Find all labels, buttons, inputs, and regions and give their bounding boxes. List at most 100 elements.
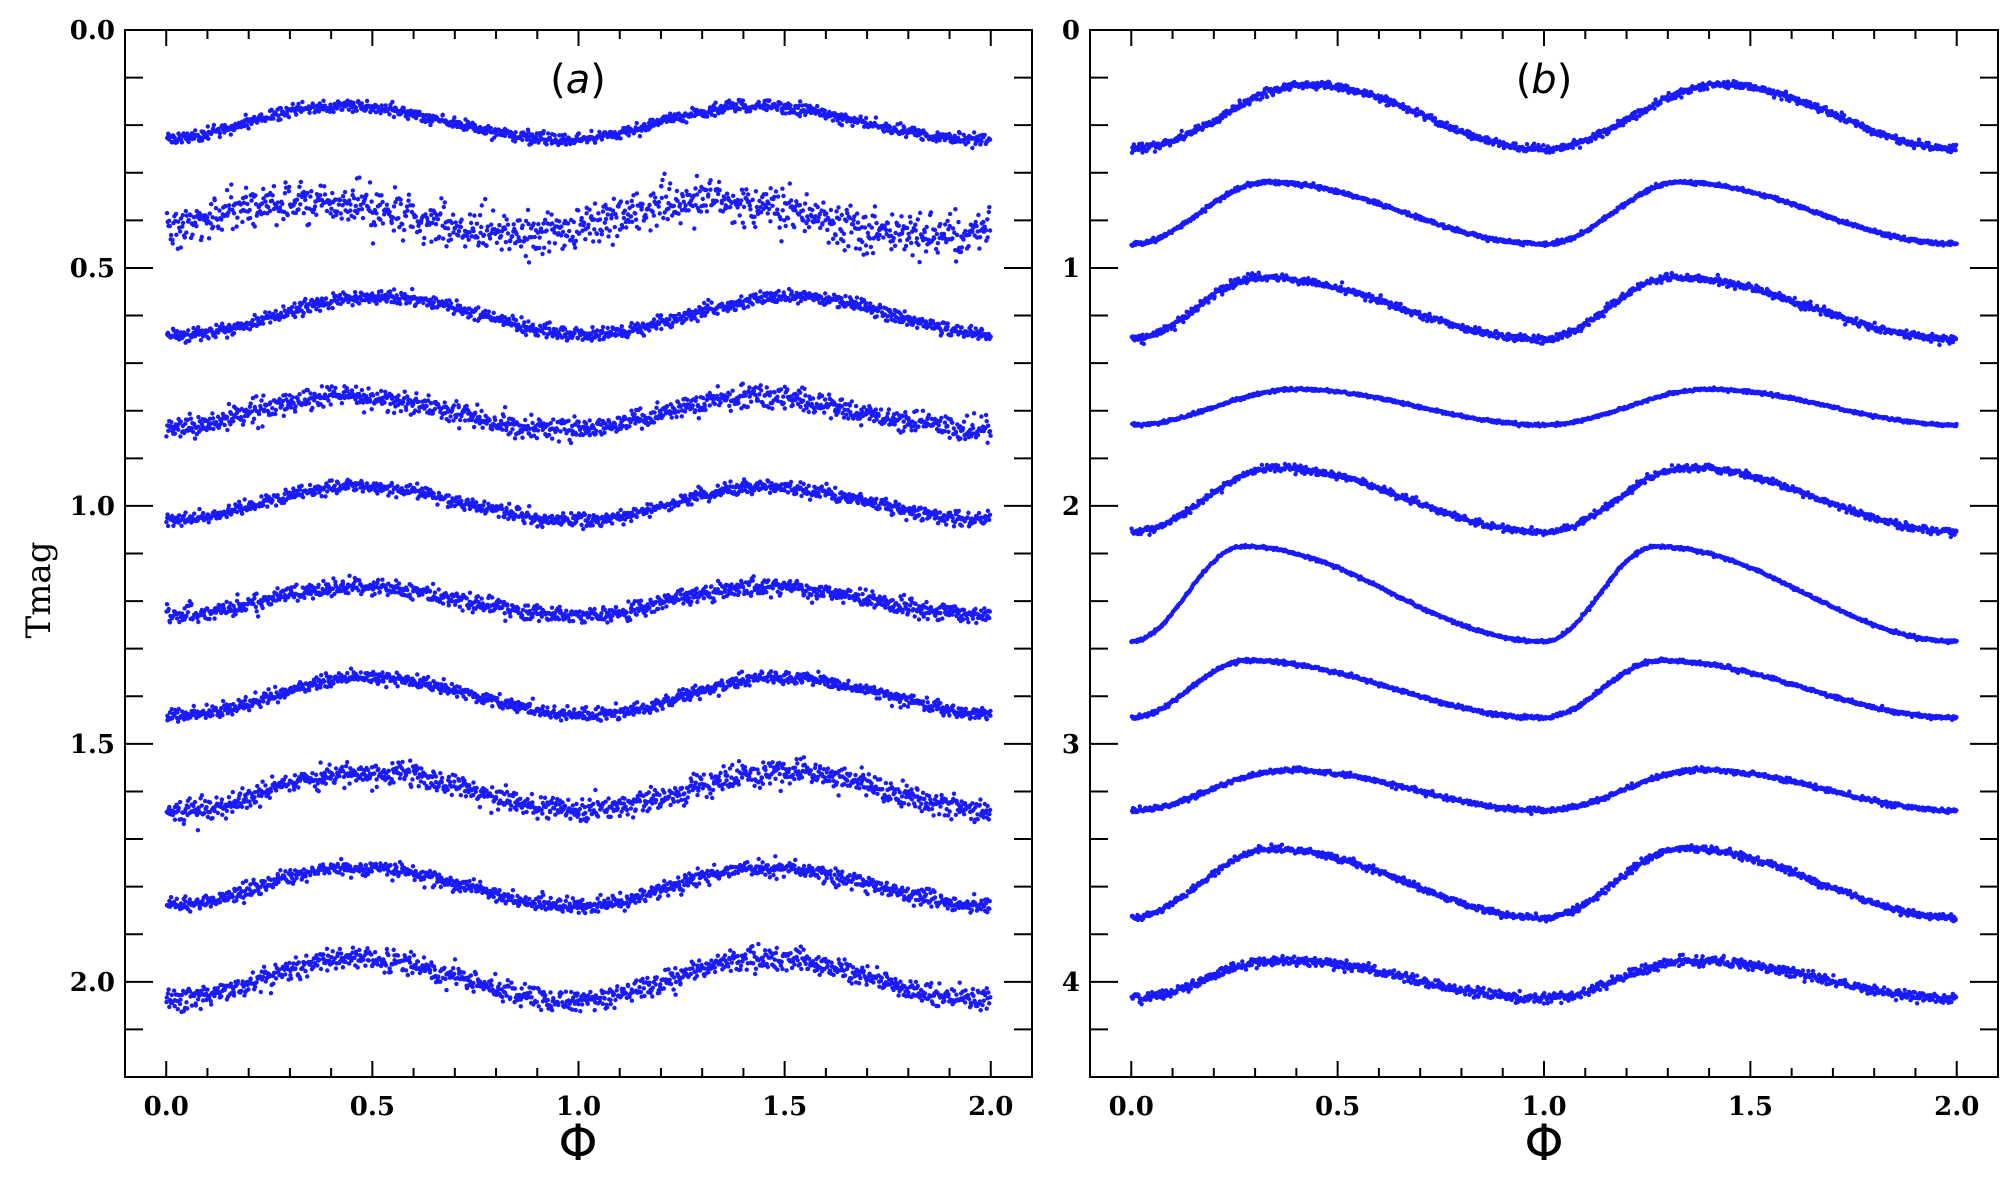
data-point — [669, 415, 674, 420]
data-point — [251, 416, 257, 421]
data-point — [753, 292, 758, 297]
data-point — [800, 208, 806, 213]
data-point — [694, 395, 699, 400]
data-point — [398, 301, 403, 307]
data-point — [916, 424, 921, 429]
data-point — [644, 215, 649, 220]
data-point — [591, 239, 596, 244]
data-point — [178, 419, 183, 424]
data-point — [903, 243, 909, 249]
data-point — [309, 189, 314, 194]
data-point — [496, 514, 501, 519]
data-point — [876, 236, 881, 242]
data-point — [765, 211, 770, 216]
data-point — [950, 226, 956, 231]
data-point — [379, 388, 384, 394]
data-point — [964, 413, 970, 418]
data-point — [622, 416, 628, 422]
data-point — [329, 478, 334, 483]
data-point — [896, 223, 901, 228]
data-point — [716, 191, 721, 197]
data-point — [303, 296, 308, 302]
data-point — [319, 384, 325, 389]
data-point — [658, 313, 664, 318]
data-point — [379, 103, 384, 108]
data-point — [558, 429, 563, 434]
data-point — [985, 235, 990, 240]
data-point — [686, 208, 691, 213]
data-point — [708, 178, 713, 183]
data-point — [530, 420, 535, 426]
data-point — [870, 250, 876, 256]
data-point — [330, 190, 335, 196]
data-point — [624, 225, 629, 230]
data-point — [479, 408, 484, 414]
data-point — [766, 206, 772, 212]
data-point — [883, 227, 889, 233]
data-point — [848, 203, 853, 208]
data-point — [281, 413, 286, 418]
data-point — [523, 253, 528, 259]
data-point — [628, 214, 634, 219]
data-point — [168, 232, 174, 238]
data-point — [379, 193, 384, 198]
data-point — [705, 114, 710, 119]
data-point — [429, 239, 434, 244]
data-point — [629, 198, 634, 204]
data-point — [364, 107, 369, 112]
data-point — [708, 187, 713, 192]
data-point — [523, 417, 528, 423]
data-point — [406, 198, 411, 203]
data-point — [406, 192, 412, 197]
data-point — [836, 205, 841, 210]
data-point — [641, 333, 647, 338]
data-point — [713, 100, 718, 105]
data-point — [815, 219, 821, 224]
data-point — [535, 333, 541, 338]
data-point — [260, 424, 265, 429]
data-point — [663, 194, 669, 199]
data-point — [294, 112, 299, 117]
data-point — [391, 287, 397, 292]
data-point — [552, 133, 557, 138]
data-point — [359, 101, 364, 106]
data-point — [224, 414, 230, 420]
data-point — [592, 140, 598, 145]
data-point — [336, 202, 342, 207]
data-point — [770, 406, 775, 411]
data-point — [380, 221, 386, 226]
data-point — [859, 423, 864, 428]
data-point — [627, 424, 632, 429]
data-point — [274, 223, 279, 228]
data-point — [549, 212, 554, 217]
data-point — [602, 430, 607, 435]
data-point — [488, 126, 493, 131]
data-point — [165, 523, 171, 529]
data-point — [657, 211, 662, 216]
data-point — [551, 417, 556, 422]
data-point — [351, 196, 357, 201]
data-point — [468, 313, 473, 319]
data-point — [482, 499, 487, 504]
data-point — [179, 523, 184, 528]
data-point — [541, 129, 546, 134]
data-point — [945, 218, 950, 224]
data-point — [844, 412, 849, 417]
data-point — [775, 194, 781, 199]
data-point — [904, 225, 910, 231]
data-point — [935, 241, 941, 246]
data-point — [183, 510, 188, 515]
data-point — [512, 436, 518, 441]
data-point — [369, 199, 374, 204]
data-point — [587, 418, 592, 423]
data-point — [466, 237, 471, 242]
data-point — [953, 207, 958, 212]
data-point — [384, 202, 390, 207]
data-point — [509, 234, 515, 239]
data-point — [389, 480, 394, 486]
data-point — [839, 123, 845, 128]
data-point — [842, 248, 847, 253]
data-point — [522, 320, 527, 325]
data-point — [307, 482, 313, 488]
data-point — [368, 399, 373, 404]
